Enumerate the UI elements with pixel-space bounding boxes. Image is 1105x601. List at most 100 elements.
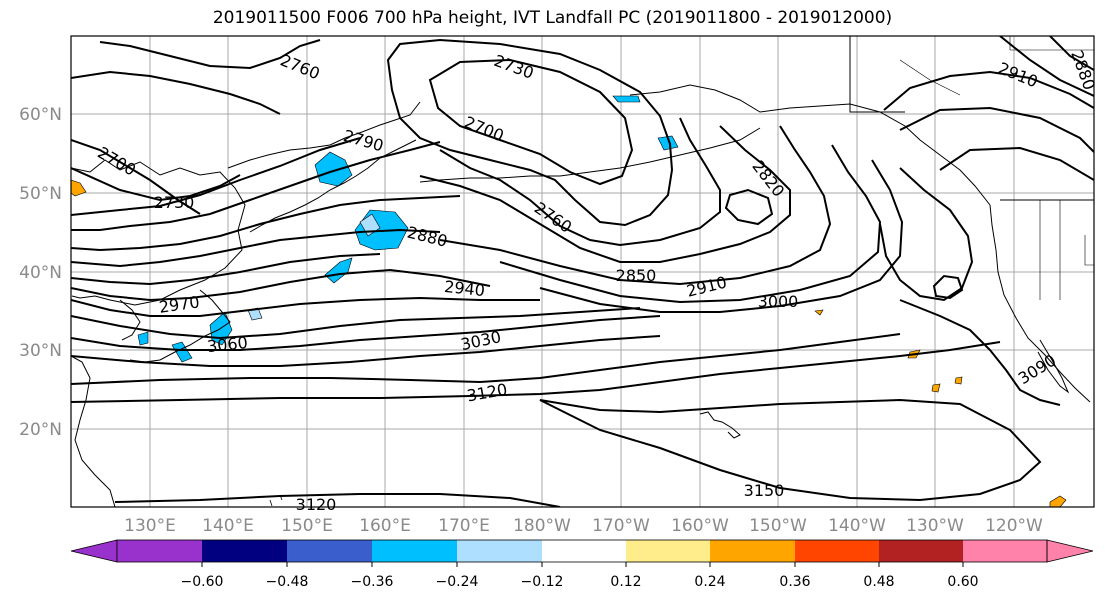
contour-line	[419, 125, 791, 263]
aleutian-islands	[419, 127, 761, 183]
contour-line	[71, 315, 661, 351]
contour-line	[99, 39, 321, 70]
lat-label: 30°N	[19, 341, 62, 361]
colorbar-lower-extension	[70, 539, 118, 563]
contour-line	[114, 493, 561, 507]
lon-label: 160°W	[671, 516, 729, 536]
canada-border	[849, 36, 905, 113]
colorbar-tick-label: 0.36	[779, 574, 810, 590]
colorbar-upper-extension	[1046, 539, 1094, 563]
contour-line	[71, 167, 241, 202]
north-america-coastline	[989, 204, 1091, 403]
contour-line	[899, 299, 1061, 406]
colorbar-segment	[372, 540, 457, 562]
longitude-labels: 130°E 140°E 150°E 160°E 170°E 180°W 170°…	[124, 516, 1043, 536]
lon-label: 130°E	[124, 516, 176, 536]
colorbar-segment	[795, 540, 879, 562]
colorbar-border	[116, 539, 1048, 563]
lon-label: 140°E	[202, 516, 254, 536]
lat-label: 20°N	[19, 420, 62, 440]
contour-line	[939, 146, 1094, 181]
contour-label: 2940	[443, 277, 485, 300]
colorbar-tick-label: −0.24	[436, 574, 479, 590]
map-title: 2019011500 F006 700 hPa height, IVT Land…	[212, 8, 893, 28]
colorbar-segment	[542, 540, 626, 562]
ivt-negative-region	[171, 341, 193, 363]
contour-line	[539, 159, 904, 313]
ivt-positive-region	[71, 179, 87, 197]
colorbar-segment	[287, 540, 372, 562]
hawaii-islands	[699, 411, 741, 439]
lon-label: 170°E	[438, 516, 490, 536]
contour-line	[932, 274, 964, 300]
contour-line	[71, 139, 201, 215]
contour-line	[428, 58, 634, 186]
contour-label: 2730	[154, 193, 195, 212]
contour-line	[71, 253, 381, 286]
kamchatka-coastline	[227, 101, 421, 169]
ivt-negative-region	[137, 331, 149, 346]
lon-label: 160°E	[359, 516, 411, 536]
colorbar-tick-label: 0.48	[863, 574, 894, 590]
lat-label: 40°N	[19, 263, 62, 283]
contour-line	[899, 106, 1094, 153]
kuril-islands	[249, 139, 417, 233]
lat-label: 50°N	[19, 184, 62, 204]
lon-label: 180°W	[513, 516, 571, 536]
lon-label: 170°W	[592, 516, 650, 536]
contour-line	[71, 296, 540, 317]
contour-line	[539, 398, 1042, 502]
colorbar-segment	[963, 540, 1047, 562]
contour-line	[71, 268, 491, 302]
contour-label: 3120	[296, 495, 337, 514]
colorbar-segment	[879, 540, 963, 562]
ivt-positive-region	[1049, 495, 1067, 507]
colorbar-segment	[202, 540, 287, 562]
contour-line	[883, 70, 1094, 111]
lat-label: 60°N	[19, 105, 62, 125]
colorbar: −0.60 −0.48 −0.36 −0.24 −0.12 0.12 0.24 …	[70, 539, 1094, 590]
contour-line	[71, 307, 641, 340]
colorbar-segment	[710, 540, 795, 562]
lon-label: 130°W	[906, 516, 964, 536]
korea-coastline	[119, 299, 141, 341]
colorbar-tick-label: 0.12	[610, 574, 641, 590]
contour-line	[71, 341, 1001, 403]
contour-line	[499, 144, 882, 304]
state-lines	[1039, 200, 1094, 300]
colorbar-tick-label: 0.24	[694, 574, 725, 590]
contour-line	[724, 188, 774, 226]
lon-label: 150°E	[281, 516, 333, 536]
contour-label: 2850	[616, 266, 657, 285]
contour-label: 3060	[206, 333, 248, 356]
contour-line	[1049, 36, 1094, 71]
colorbar-tick-label: −0.36	[351, 574, 394, 590]
colorbar-segment	[457, 540, 542, 562]
height-contours	[71, 36, 1094, 507]
lon-label: 140°W	[828, 516, 886, 536]
colorbar-tick-label: −0.60	[181, 574, 224, 590]
map-border	[70, 35, 1095, 508]
lon-label: 150°W	[749, 516, 807, 536]
ivt-positive-region	[931, 383, 941, 393]
northern-boundary-lines	[899, 36, 1094, 96]
colorbar-segment	[626, 540, 710, 562]
contour-line	[439, 117, 721, 247]
latitude-labels: 60°N 50°N 40°N 30°N 20°N	[19, 105, 62, 440]
china-coast	[71, 355, 116, 507]
ivt-negative-region	[612, 95, 641, 103]
ivt-positive-region	[954, 376, 963, 385]
gridlines	[71, 36, 1094, 507]
ivt-positive-region	[814, 309, 824, 316]
contour-line	[71, 335, 661, 367]
lon-label: 120°W	[985, 516, 1043, 536]
colorbar-segment	[117, 540, 202, 562]
contour-line	[71, 137, 361, 216]
colorbar-tick-label: −0.48	[266, 574, 309, 590]
contour-line	[71, 70, 281, 115]
contour-label: 3150	[744, 481, 785, 500]
contour-line	[439, 125, 832, 286]
contour-line	[71, 195, 461, 252]
colorbar-ticks	[201, 562, 964, 567]
contour-label: 3000	[758, 292, 799, 311]
